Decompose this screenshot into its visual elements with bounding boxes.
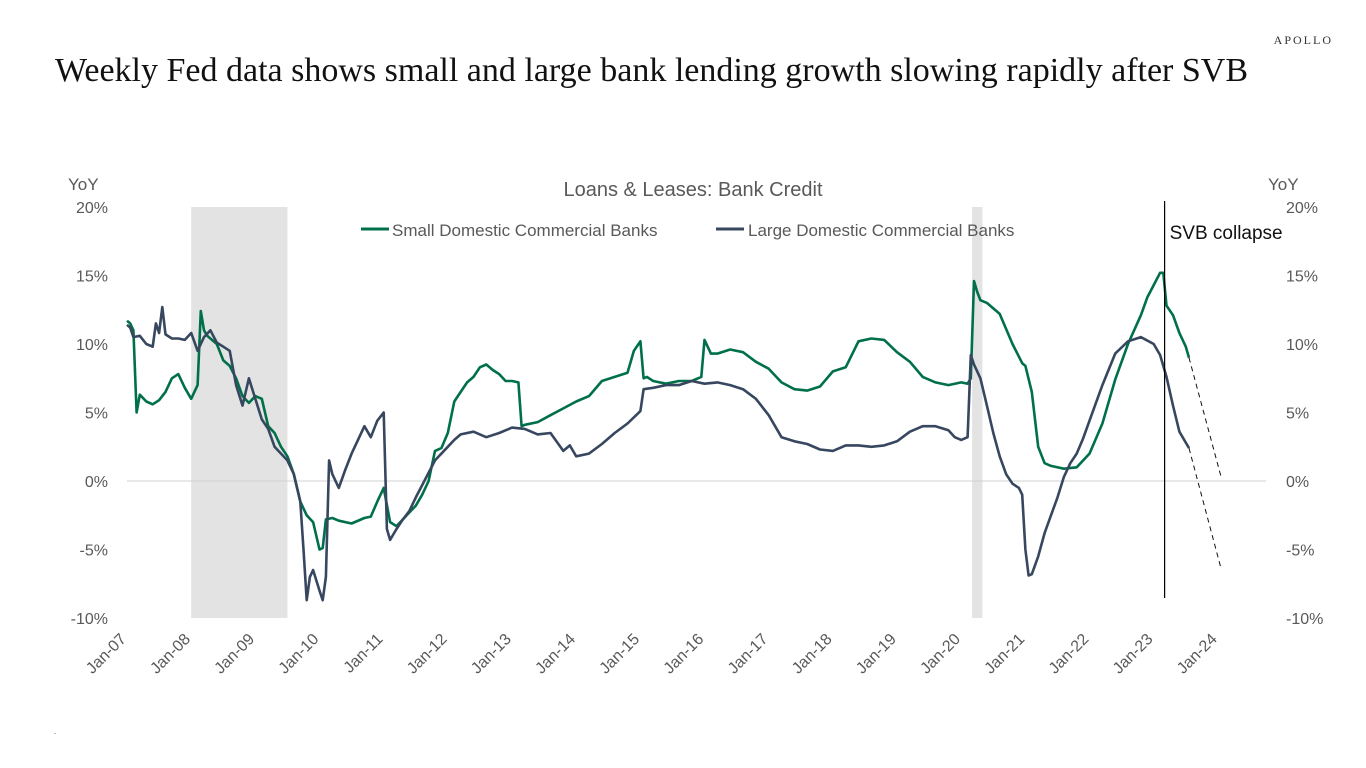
legend-label-small-banks: Small Domestic Commercial Banks — [392, 221, 657, 240]
y-tick-left: 20% — [76, 200, 108, 217]
y-tick-right: -5% — [1286, 543, 1314, 560]
y-tick-left: 10% — [76, 337, 108, 354]
recession-band-0 — [191, 207, 288, 618]
projection-lines — [1188, 357, 1222, 569]
y-tick-right: 15% — [1286, 269, 1318, 286]
legend: Small Domestic Commercial Banks Large Do… — [361, 221, 1014, 240]
x-tick: Jan-10 — [276, 631, 323, 678]
y-tick-right: 10% — [1286, 337, 1318, 354]
series-line-small-banks — [126, 271, 1191, 551]
y-tick-left: 5% — [85, 406, 108, 423]
svb-collapse-annotation: SVB collapse — [1170, 223, 1283, 244]
x-tick: Jan-08 — [147, 631, 194, 678]
x-tick: Jan-15 — [597, 631, 644, 678]
x-axis: Jan-07 Jan-08 Jan-09 Jan-10 Jan-11 Jan-12 Jan-… — [83, 631, 1221, 678]
y-tick-right: 20% — [1286, 200, 1318, 217]
x-tick: Jan-19 — [853, 631, 900, 678]
x-tick: Jan-09 — [212, 631, 259, 678]
brand-logo: APOLLO — [1273, 33, 1333, 47]
footnote: . — [54, 727, 57, 736]
x-tick: Jan-11 — [341, 631, 387, 677]
x-tick: Jan-22 — [1046, 631, 1093, 678]
x-tick: Jan-12 — [404, 631, 451, 678]
x-tick: Jan-24 — [1174, 631, 1221, 678]
y-tick-left: -5% — [80, 543, 108, 560]
x-tick: Jan-23 — [1110, 631, 1157, 678]
recession-shading — [191, 207, 983, 618]
y-tick-right: 5% — [1286, 406, 1309, 423]
y-axis-label-right: YoY — [1268, 175, 1299, 194]
x-tick: Jan-13 — [468, 631, 515, 678]
y-tick-left: 0% — [85, 474, 108, 491]
y-tick-right: -10% — [1286, 611, 1323, 628]
x-tick: Jan-17 — [725, 631, 772, 678]
y-axis-label-left: YoY — [68, 175, 99, 194]
x-tick: Jan-14 — [532, 631, 579, 678]
x-tick: Jan-07 — [83, 631, 130, 678]
x-tick: Jan-18 — [789, 631, 836, 678]
projection-small-banks — [1188, 357, 1222, 478]
series-lines — [126, 271, 1191, 602]
recession-band-1 — [972, 207, 983, 618]
y-tick-left: 15% — [76, 269, 108, 286]
chart-title: Loans & Leases: Bank Credit — [563, 179, 822, 201]
y-tick-right: 0% — [1286, 474, 1309, 491]
y-tick-left: -10% — [71, 611, 108, 628]
projection-large-banks — [1188, 447, 1222, 569]
y-axis-left: -10% -5% 0% 5% 10% 15% 20% — [71, 200, 108, 628]
x-tick: Jan-20 — [917, 631, 964, 678]
y-axis-right: -10% -5% 0% 5% 10% 15% 20% — [1286, 200, 1323, 628]
legend-label-large-banks: Large Domestic Commercial Banks — [748, 221, 1014, 240]
x-tick: Jan-16 — [661, 631, 708, 678]
x-tick: Jan-21 — [982, 631, 1029, 678]
series-line-large-banks — [126, 305, 1191, 602]
page-title: Weekly Fed data shows small and large ba… — [55, 52, 1249, 89]
